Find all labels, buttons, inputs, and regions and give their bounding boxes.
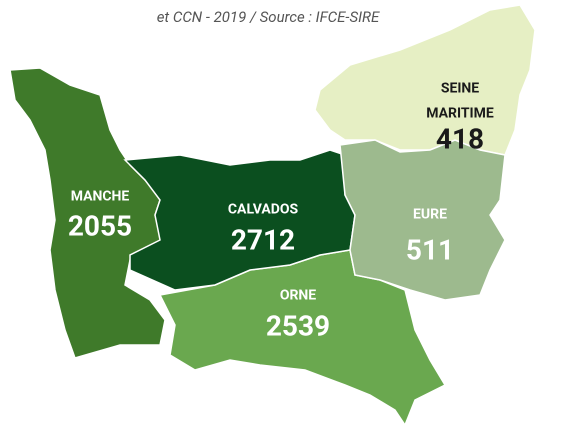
region-eure	[339, 139, 506, 301]
region-name: SEINE	[441, 81, 479, 97]
region-name: EURE	[413, 207, 447, 223]
region-seine-maritime	[314, 4, 536, 156]
region-name: MARITIME	[426, 106, 494, 122]
region-name: CALVADOS	[228, 202, 299, 218]
region-value: 2539	[266, 309, 330, 342]
region-name: MANCHE	[71, 189, 130, 205]
region-value: 511	[406, 233, 454, 266]
subtitle: et CCN - 2019 / Source : IFCE-SIRE	[157, 8, 380, 26]
region-value: 2712	[231, 223, 295, 256]
region-name: ORNE	[280, 288, 316, 304]
region-value: 418	[436, 122, 484, 155]
region-calvados	[123, 149, 356, 291]
region-value: 2055	[68, 209, 132, 242]
region-manche	[9, 67, 166, 359]
